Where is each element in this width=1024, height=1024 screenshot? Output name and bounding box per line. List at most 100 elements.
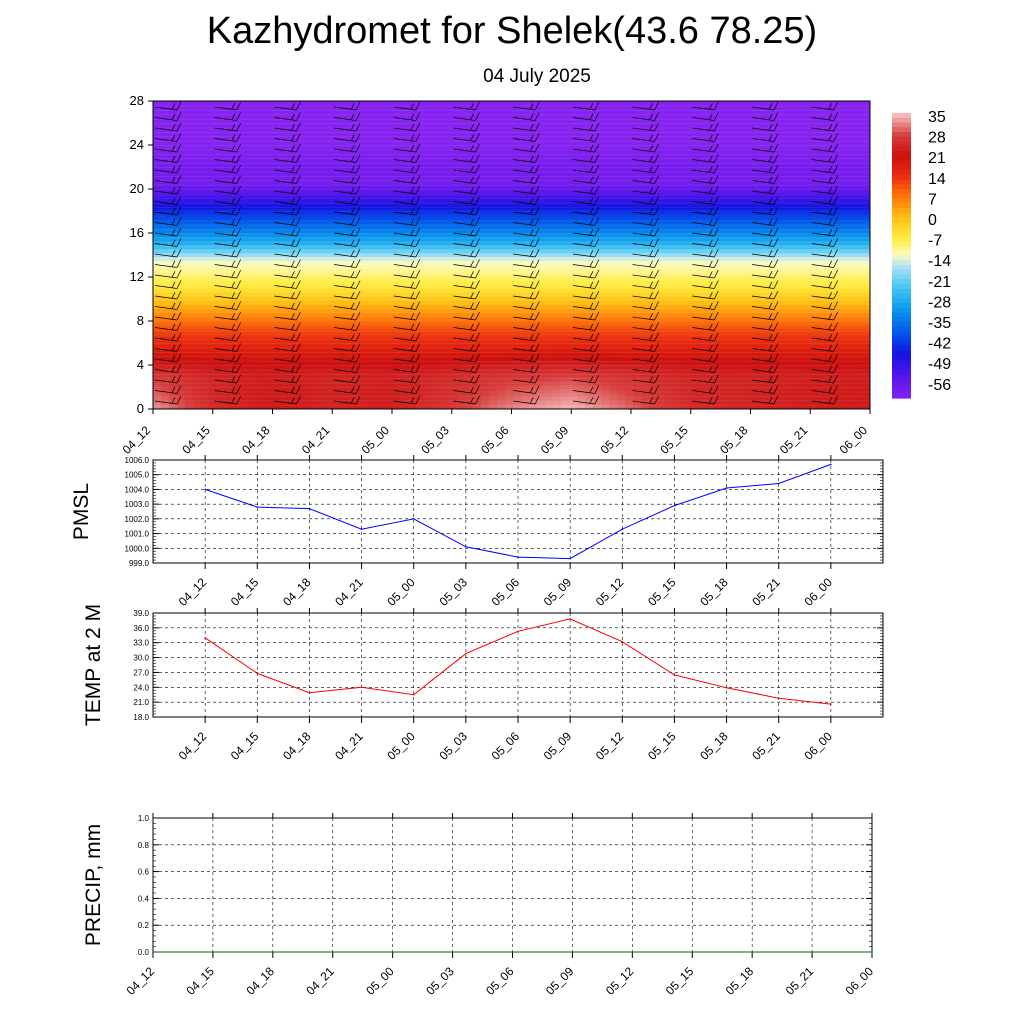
heatmap-cell — [657, 381, 666, 386]
heatmap-cell — [153, 217, 162, 222]
heatmap-cell — [657, 401, 666, 406]
heatmap-cell — [521, 181, 530, 186]
heatmap-cell — [385, 177, 394, 182]
heatmap-cell — [593, 169, 602, 174]
heatmap-cell — [265, 245, 274, 250]
heatmap-cell — [481, 261, 490, 266]
heatmap-cell — [305, 301, 314, 306]
heatmap-cell — [433, 333, 442, 338]
heatmap-cell — [657, 281, 666, 286]
heatmap-cell — [585, 337, 594, 342]
heatmap-cell — [553, 225, 562, 230]
heatmap-cell — [649, 201, 658, 206]
heatmap-cell — [497, 193, 506, 198]
heatmap-cell — [609, 329, 618, 334]
heatmap-cell — [513, 333, 522, 338]
heatmap-cell — [337, 157, 346, 162]
heatmap-cell — [401, 325, 410, 330]
heatmap-cell — [641, 353, 650, 358]
heatmap-cell — [497, 185, 506, 190]
heatmap-cell — [305, 209, 314, 214]
heatmap-cell — [257, 321, 266, 326]
heatmap-cell — [361, 245, 370, 250]
heatmap-cell — [505, 321, 514, 326]
heatmap-cell — [209, 321, 218, 326]
heatmap-cell — [649, 157, 658, 162]
heatmap-cell — [561, 297, 570, 302]
heatmap-cell — [553, 365, 562, 370]
heatmap-cell — [481, 161, 490, 166]
heatmap-cell — [257, 357, 266, 362]
heatmap-cell — [625, 221, 634, 226]
heatmap-cell — [569, 317, 578, 322]
heatmap-cell — [465, 165, 474, 170]
heatmap-cell — [529, 161, 538, 166]
heatmap-cell — [609, 117, 618, 122]
heatmap-cell — [505, 301, 514, 306]
heatmap-cell — [593, 341, 602, 346]
heatmap-cell — [545, 321, 554, 326]
heatmap-cell — [177, 309, 186, 314]
heatmap-cell — [217, 205, 226, 210]
heatmap-cell — [297, 225, 306, 230]
heatmap-cell — [505, 133, 514, 138]
heatmap-cell — [401, 189, 410, 194]
heatmap-cell — [641, 153, 650, 158]
heatmap-cell — [217, 193, 226, 198]
heatmap-cell — [313, 145, 322, 150]
heatmap-cell — [553, 197, 562, 202]
heatmap-cell — [369, 333, 378, 338]
heatmap-cell — [337, 373, 346, 378]
heatmap-cell — [169, 257, 178, 262]
heatmap-cell — [241, 217, 250, 222]
heatmap-cell — [465, 397, 474, 402]
heatmap-cell — [625, 333, 634, 338]
heatmap-cell — [273, 153, 282, 158]
heatmap-cell — [513, 393, 522, 398]
heatmap-cell — [609, 221, 618, 226]
heatmap-cell — [473, 393, 482, 398]
heatmap-cell — [569, 217, 578, 222]
heatmap-cell — [633, 245, 642, 250]
heatmap-cell — [665, 273, 674, 278]
heatmap-cell — [329, 249, 338, 254]
heatmap-cell — [169, 369, 178, 374]
heatmap-cell — [209, 225, 218, 230]
heatmap-cell — [481, 381, 490, 386]
heatmap-cell — [601, 393, 610, 398]
heatmap-cell — [177, 389, 186, 394]
heatmap-cell — [585, 321, 594, 326]
heatmap-cell — [185, 397, 194, 402]
heatmap-cell — [433, 241, 442, 246]
heatmap-cell — [249, 269, 258, 274]
heatmap-cell — [329, 181, 338, 186]
heatmap-cell — [297, 269, 306, 274]
heatmap-cell — [353, 321, 362, 326]
heatmap-cell — [497, 401, 506, 406]
heatmap-cell — [201, 309, 210, 314]
heatmap-cell — [385, 197, 394, 202]
heatmap-cell — [161, 381, 170, 386]
heatmap-cell — [393, 261, 402, 266]
heatmap-cell — [177, 337, 186, 342]
heatmap-cell — [489, 189, 498, 194]
heatmap-cell — [449, 309, 458, 314]
heatmap-cell — [385, 185, 394, 190]
heatmap-cell — [257, 117, 266, 122]
heatmap-cell — [385, 109, 394, 114]
heatmap-cell — [441, 337, 450, 342]
heatmap-cell — [657, 265, 666, 270]
heatmap-cell — [545, 125, 554, 130]
heatmap-cell — [401, 157, 410, 162]
heatmap-cell — [441, 121, 450, 126]
heatmap-cell — [465, 141, 474, 146]
heatmap-cell — [385, 189, 394, 194]
heatmap-cell — [513, 377, 522, 382]
heatmap-cell — [425, 349, 434, 354]
heatmap-cell — [649, 125, 658, 130]
heatmap-cell — [297, 285, 306, 290]
heatmap-cell — [329, 321, 338, 326]
heatmap-cell — [649, 241, 658, 246]
heatmap-cell — [265, 357, 274, 362]
heatmap-cell — [273, 281, 282, 286]
